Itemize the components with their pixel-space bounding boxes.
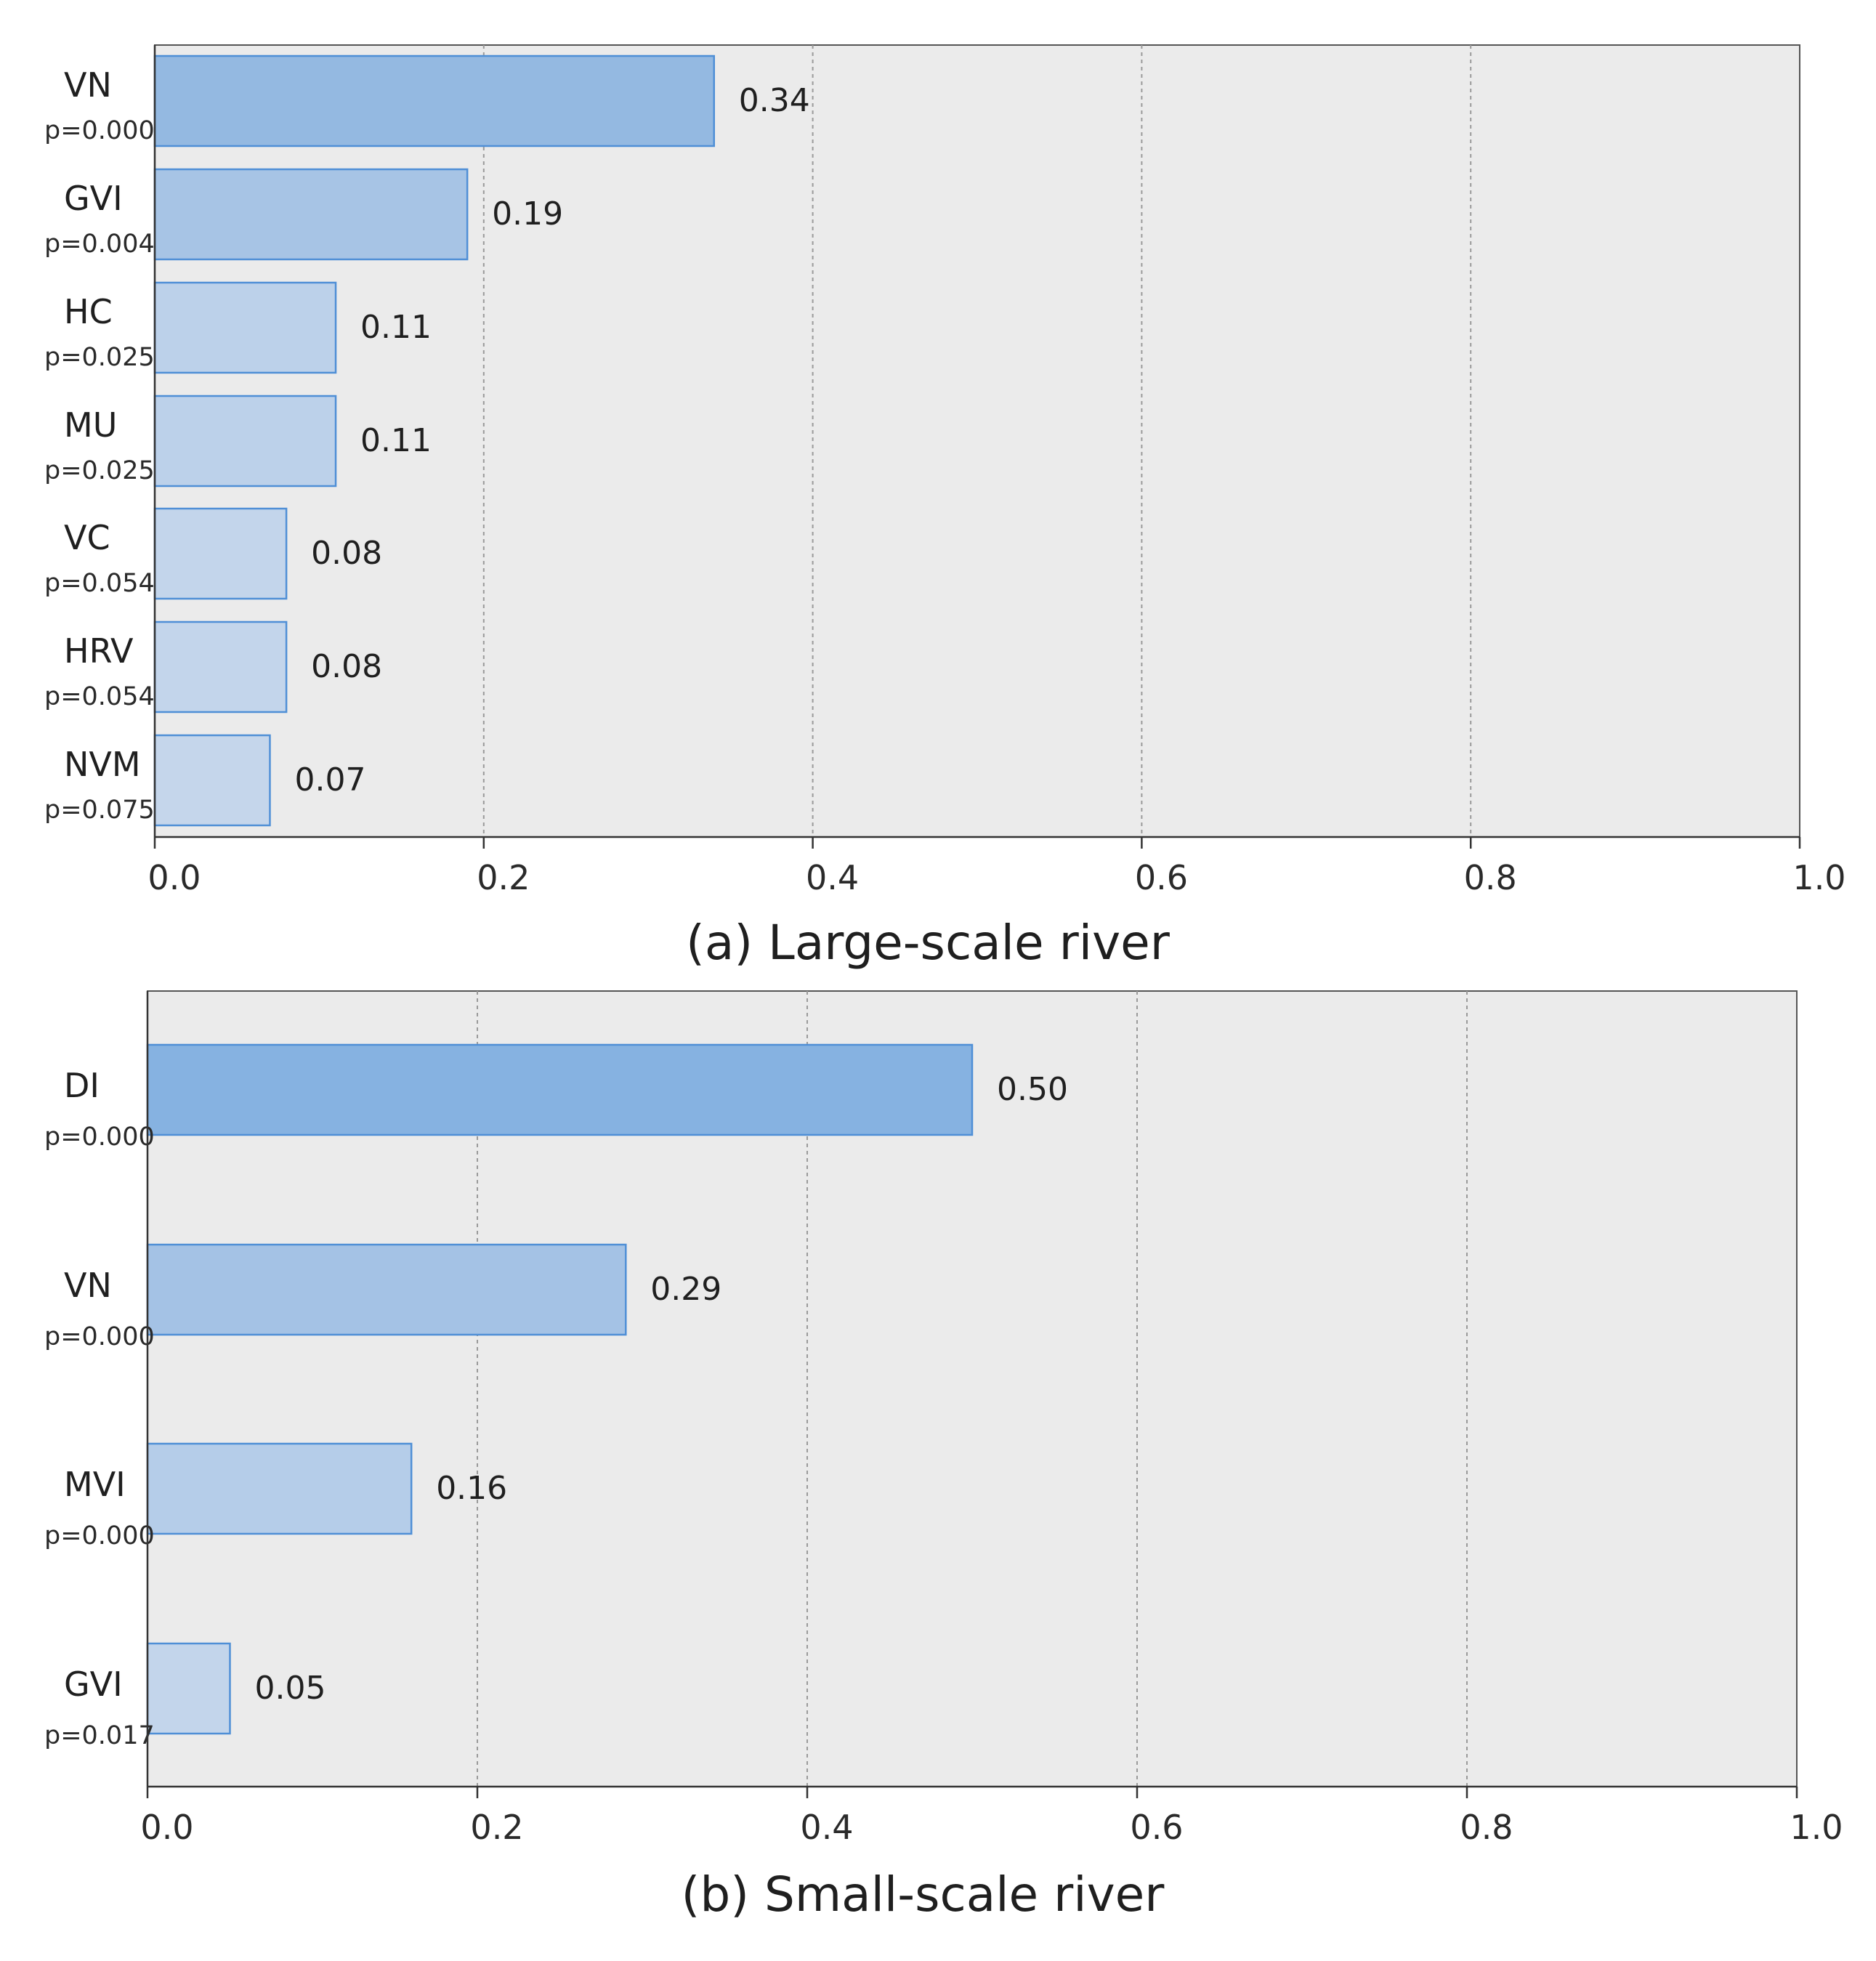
x-tick-label: 0.8 bbox=[1460, 1808, 1513, 1847]
category-label: VN bbox=[64, 65, 112, 105]
value-label: 0.50 bbox=[997, 1071, 1068, 1108]
x-tick-label: 0.2 bbox=[470, 1808, 523, 1847]
chart-panel-large-scale: 0.0 0.2 0.4 0.6 0.8 1.0 0.34 VN p=0.000 0.19 GVI p=… bbox=[44, 44, 1846, 971]
category-label: HRV bbox=[64, 631, 134, 671]
value-label: 0.19 bbox=[492, 195, 563, 233]
panel-caption: (b) Small-scale river bbox=[682, 1867, 1165, 1922]
bar-vn bbox=[153, 54, 716, 147]
p-value-label: p=0.054 bbox=[44, 682, 155, 711]
value-label: 0.07 bbox=[294, 761, 365, 798]
value-label: 0.29 bbox=[650, 1271, 721, 1308]
x-tick-label: 0.6 bbox=[1130, 1808, 1183, 1847]
x-tick-label: 0.2 bbox=[477, 858, 530, 897]
bar-vc bbox=[153, 507, 288, 600]
p-value-label: p=0.075 bbox=[44, 796, 155, 825]
p-value-label: p=0.000 bbox=[44, 1521, 155, 1550]
category-label: VC bbox=[64, 518, 110, 557]
p-value-label: p=0.054 bbox=[44, 569, 155, 598]
panel-caption: (a) Large-scale river bbox=[686, 915, 1171, 971]
category-label: HC bbox=[64, 292, 113, 331]
p-value-label: p=0.017 bbox=[44, 1721, 155, 1750]
chart-panel-small-scale: 0.0 0.2 0.4 0.6 0.8 1.0 0.50 DI p=0.000 0.29 VN p=0… bbox=[44, 990, 1843, 1922]
bar-nvm bbox=[153, 734, 271, 827]
category-label: DI bbox=[64, 1066, 100, 1105]
category-label: MU bbox=[64, 405, 117, 445]
x-tick-label: 0.4 bbox=[806, 858, 859, 897]
p-value-label: p=0.000 bbox=[44, 116, 155, 145]
bar-mvi bbox=[146, 1442, 413, 1535]
bar-gvi bbox=[153, 168, 469, 261]
p-value-label: p=0.025 bbox=[44, 343, 155, 372]
value-label: 0.08 bbox=[311, 535, 382, 572]
bar-gvi bbox=[146, 1642, 231, 1735]
value-label: 0.16 bbox=[436, 1470, 507, 1507]
bar-di bbox=[146, 1043, 974, 1136]
x-tick-label: 0.8 bbox=[1464, 858, 1517, 897]
x-tick-label: 1.0 bbox=[1790, 1808, 1843, 1847]
x-tick-label: 0.6 bbox=[1135, 858, 1188, 897]
p-value-label: p=0.025 bbox=[44, 456, 155, 485]
x-tick-label: 0.4 bbox=[800, 1808, 853, 1847]
x-tick-label: 1.0 bbox=[1792, 858, 1845, 897]
x-tick-label: 0.0 bbox=[147, 858, 201, 897]
value-label: 0.05 bbox=[255, 1670, 326, 1707]
value-label: 0.34 bbox=[739, 82, 810, 119]
bar-hrv bbox=[153, 620, 288, 713]
value-label: 0.08 bbox=[311, 648, 382, 685]
category-label: GVI bbox=[64, 1665, 123, 1704]
category-label: MVI bbox=[64, 1465, 126, 1504]
category-label: NVM bbox=[64, 745, 141, 784]
value-label: 0.11 bbox=[360, 422, 432, 459]
category-label: GVI bbox=[64, 179, 123, 218]
p-value-label: p=0.004 bbox=[44, 230, 155, 259]
category-label: VN bbox=[64, 1266, 112, 1305]
p-value-label: p=0.000 bbox=[44, 1322, 155, 1351]
bar-mu bbox=[153, 395, 337, 488]
value-label: 0.11 bbox=[360, 309, 432, 346]
bar-hc bbox=[153, 281, 337, 374]
bar-vn bbox=[146, 1243, 627, 1336]
p-value-label: p=0.000 bbox=[44, 1123, 155, 1152]
x-tick-label: 0.0 bbox=[140, 1808, 193, 1847]
